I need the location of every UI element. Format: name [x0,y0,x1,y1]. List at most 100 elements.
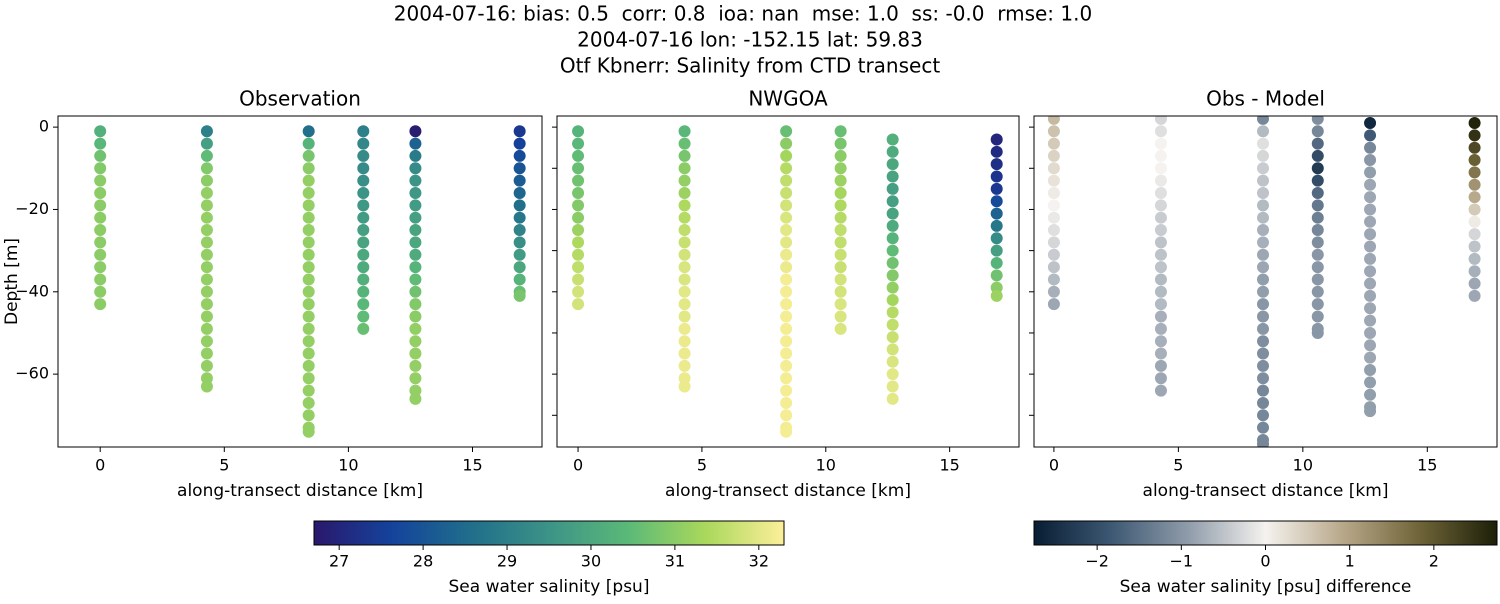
data-point [1154,224,1167,237]
data-point [1311,199,1324,212]
data-point [94,236,107,249]
x-tick-label: 15 [1417,456,1437,475]
data-point [886,368,899,381]
data-point [357,298,370,311]
data-point [886,145,899,158]
data-point [780,261,793,274]
data-point [780,285,793,298]
colorbar-tick-label: 32 [749,552,769,571]
data-point [200,310,213,323]
data-point [1047,125,1060,138]
x-tick-label: 0 [573,456,583,475]
x-tick-label: 10 [1293,456,1313,475]
data-point [572,248,585,261]
data-point [1364,203,1377,216]
data-point [834,310,847,323]
data-point [1364,302,1377,315]
data-point [834,137,847,150]
data-point [990,170,1003,183]
data-point [678,261,691,274]
data-point [886,392,899,405]
data-point [1364,277,1377,290]
data-point [357,236,370,249]
data-point [886,355,899,368]
data-point [1364,191,1377,204]
data-point [886,343,899,356]
data-point [834,224,847,237]
data-point [1257,438,1270,447]
data-point [678,248,691,261]
data-point [513,162,526,175]
x-axis-label: along-transect distance [km] [1143,481,1389,501]
data-point [990,244,1003,257]
data-point [302,199,315,212]
x-tick-label: 0 [1049,456,1059,475]
data-point [990,133,1003,146]
axes-title: Observation [239,87,361,111]
data-point [1154,149,1167,162]
data-point [572,211,585,224]
data-point [1257,162,1270,175]
data-point [678,273,691,286]
data-point [1468,178,1481,191]
data-point [409,298,422,311]
data-point [1047,298,1060,311]
data-point [94,298,107,311]
data-point [200,298,213,311]
data-point [1047,186,1060,199]
data-point [1154,199,1167,212]
data-point [780,384,793,397]
y-tick-label: −40 [15,281,49,300]
data-point [1154,116,1167,125]
data-point [1257,273,1270,286]
data-point [886,232,899,245]
data-point [886,133,899,146]
data-point [1257,137,1270,150]
data-point [990,145,1003,158]
data-point [409,384,422,397]
data-point [1047,224,1060,237]
data-point [302,248,315,261]
data-point [94,211,107,224]
data-point [94,285,107,298]
data-point [409,392,422,405]
data-point [409,125,422,138]
axes-frame [1033,115,1498,448]
data-point [302,396,315,409]
data-point [409,186,422,199]
data-point [990,182,1003,195]
colorbar-tick-label: −1 [1170,552,1194,571]
data-point [200,347,213,360]
data-point [572,224,585,237]
data-point [780,211,793,224]
data-point [1257,149,1270,162]
data-point [302,162,315,175]
data-point [513,186,526,199]
colorbar-tick-label: 31 [665,552,685,571]
data-point [1154,137,1167,150]
colorbar-label: Sea water salinity [psu] [449,577,650,597]
data-point [1154,236,1167,249]
data-point [1364,351,1377,364]
data-point [1154,125,1167,138]
data-point [1364,289,1377,302]
data-point [678,224,691,237]
data-point [1257,322,1270,335]
data-point [302,149,315,162]
data-point [1154,347,1167,360]
data-point [200,372,213,385]
data-point [780,335,793,348]
data-point [1468,289,1481,302]
data-point [409,335,422,348]
data-point [990,195,1003,208]
x-tick-label: 0 [95,456,105,475]
suptitle: 2004-07-16: bias: 0.5 corr: 0.8 ioa: nan… [394,2,1092,26]
data-point [513,137,526,150]
data-point [990,256,1003,269]
data-point [1468,265,1481,278]
data-point [409,162,422,175]
data-point [678,137,691,150]
axes-frame [556,115,1020,448]
data-point [1257,116,1270,125]
y-tick-label: 0 [39,117,49,136]
